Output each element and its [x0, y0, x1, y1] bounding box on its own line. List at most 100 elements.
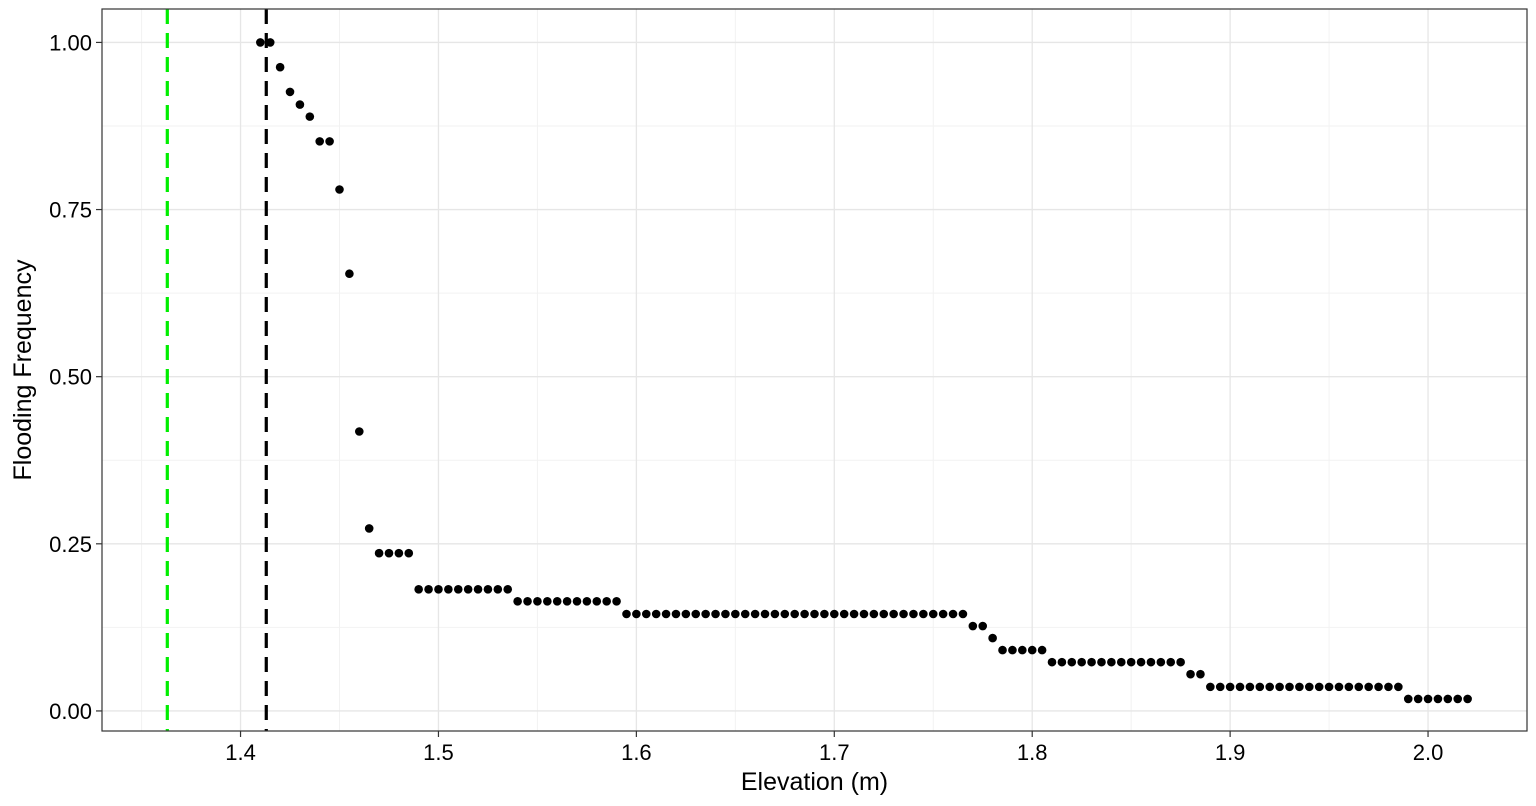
data-point: [829, 609, 839, 619]
data-point: [295, 100, 305, 109]
data-point: [463, 584, 473, 594]
data-point: [740, 609, 750, 619]
data-point: [958, 609, 968, 619]
data-point: [1176, 657, 1185, 667]
data-points: [256, 38, 1472, 704]
minor-gridlines: [102, 9, 1527, 731]
x-tick-label: 1.6: [621, 740, 652, 765]
x-axis-title: Elevation (m): [741, 768, 888, 796]
data-point: [414, 584, 423, 594]
data-point: [770, 609, 780, 619]
data-point: [632, 609, 641, 619]
data-point: [523, 597, 532, 606]
data-point: [820, 609, 829, 619]
data-point: [800, 609, 809, 619]
data-point: [384, 548, 394, 558]
data-point: [562, 597, 572, 606]
data-point: [859, 609, 869, 619]
x-tick-label: 1.5: [423, 740, 454, 765]
data-point: [1344, 682, 1354, 692]
data-point: [1403, 694, 1413, 704]
data-point: [1413, 694, 1423, 704]
data-point: [1334, 682, 1344, 692]
data-point: [780, 609, 790, 619]
data-point: [1384, 682, 1393, 692]
plot-panel: [102, 9, 1527, 731]
data-point: [1364, 682, 1373, 692]
data-point: [998, 645, 1007, 655]
data-point: [533, 597, 542, 606]
data-point: [404, 548, 414, 558]
data-point: [612, 597, 621, 606]
data-point: [1136, 657, 1146, 667]
data-point: [988, 633, 997, 643]
x-tick-label: 2.0: [1413, 740, 1444, 765]
data-point: [1037, 645, 1047, 655]
y-axis-title: Flooding Frequency: [9, 259, 37, 480]
data-point: [839, 609, 849, 619]
data-point: [978, 621, 988, 631]
data-point: [909, 609, 918, 619]
data-point: [1295, 682, 1304, 692]
data-point: [701, 609, 710, 619]
y-tick-label: 0.75: [49, 198, 92, 223]
data-point: [394, 548, 404, 558]
data-point: [1206, 682, 1215, 692]
data-point: [1067, 657, 1077, 667]
y-tick-label: 0.00: [49, 699, 92, 724]
data-point: [1215, 682, 1225, 692]
data-point: [1225, 682, 1235, 692]
data-point: [434, 584, 443, 594]
data-point: [919, 609, 928, 619]
data-point: [602, 597, 611, 606]
data-point: [256, 38, 265, 47]
data-point: [661, 609, 671, 619]
data-point: [869, 609, 879, 619]
data-point: [453, 584, 463, 594]
plot-border: [101, 8, 1528, 732]
data-point: [592, 597, 602, 606]
data-point: [1374, 682, 1383, 692]
data-point: [1146, 657, 1156, 667]
data-point: [1443, 694, 1453, 704]
data-point: [641, 609, 651, 619]
data-point: [1027, 645, 1037, 655]
data-point: [364, 524, 374, 533]
data-point: [1126, 657, 1136, 667]
data-point: [1265, 682, 1275, 692]
data-point: [1166, 657, 1176, 667]
data-point: [1156, 657, 1166, 667]
data-point: [543, 597, 552, 606]
data-point: [473, 584, 483, 594]
data-point: [948, 609, 958, 619]
data-point: [1453, 694, 1463, 704]
data-point: [1008, 645, 1017, 655]
x-axis: 1.4 1.5 1.6 1.7 1.8 1.9 2.0: [225, 731, 1443, 765]
data-point: [691, 609, 701, 619]
data-point: [1324, 682, 1334, 692]
data-point: [552, 597, 562, 606]
data-point: [968, 621, 978, 631]
x-tick-label: 1.4: [225, 740, 256, 765]
data-point: [1087, 657, 1096, 667]
y-tick-label: 1.00: [49, 30, 92, 55]
data-point: [483, 584, 493, 594]
data-point: [1423, 694, 1433, 704]
data-point: [889, 609, 898, 619]
data-point: [374, 548, 384, 558]
data-point: [760, 609, 770, 619]
data-point: [1433, 694, 1443, 704]
data-point: [1255, 682, 1265, 692]
data-point: [513, 597, 522, 606]
data-point: [1116, 657, 1126, 667]
data-point: [1463, 694, 1472, 704]
data-point: [1245, 682, 1255, 692]
y-tick-label: 0.25: [49, 532, 92, 557]
data-point: [325, 137, 334, 146]
data-point: [345, 269, 354, 279]
data-point: [721, 609, 730, 619]
data-point: [1057, 657, 1067, 667]
data-point: [305, 112, 315, 121]
data-point: [622, 609, 631, 619]
